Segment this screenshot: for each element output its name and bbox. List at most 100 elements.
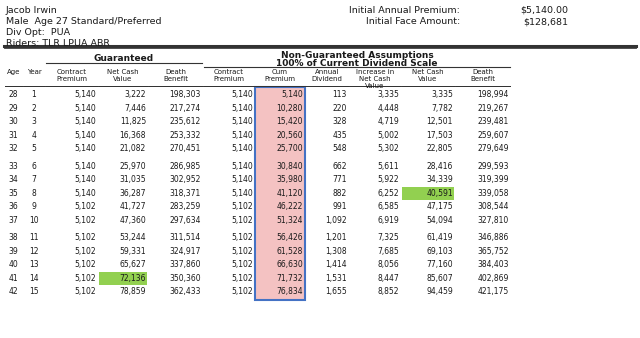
Text: 20,560: 20,560 bbox=[276, 131, 303, 140]
Text: 8,852: 8,852 bbox=[378, 287, 399, 296]
Text: 1,414: 1,414 bbox=[325, 260, 347, 269]
Text: 46,222: 46,222 bbox=[276, 202, 303, 211]
Text: 66,630: 66,630 bbox=[276, 260, 303, 269]
Text: 30: 30 bbox=[8, 117, 19, 126]
Text: Div Opt:  PUA: Div Opt: PUA bbox=[6, 28, 70, 37]
Text: 10: 10 bbox=[29, 216, 39, 225]
Text: $128,681: $128,681 bbox=[523, 17, 568, 26]
Text: 1: 1 bbox=[31, 90, 36, 99]
Text: 13: 13 bbox=[29, 260, 39, 269]
Text: 1,655: 1,655 bbox=[325, 287, 347, 296]
Text: 31,035: 31,035 bbox=[120, 175, 146, 184]
Text: 8: 8 bbox=[31, 189, 36, 198]
Text: 5,140: 5,140 bbox=[74, 162, 96, 171]
Text: 28: 28 bbox=[9, 90, 19, 99]
Text: 771: 771 bbox=[333, 175, 347, 184]
Text: 239,481: 239,481 bbox=[477, 117, 509, 126]
Text: 78,859: 78,859 bbox=[120, 287, 146, 296]
Text: 34: 34 bbox=[8, 175, 19, 184]
Text: 3: 3 bbox=[31, 117, 36, 126]
Text: 40,591: 40,591 bbox=[426, 189, 453, 198]
Text: 61,528: 61,528 bbox=[276, 247, 303, 256]
Text: 7,782: 7,782 bbox=[431, 104, 453, 113]
Text: 54,094: 54,094 bbox=[426, 216, 453, 225]
Text: 435: 435 bbox=[332, 131, 347, 140]
Text: 1,531: 1,531 bbox=[325, 274, 347, 283]
Text: 5,140: 5,140 bbox=[231, 104, 253, 113]
Text: Death
Benefit: Death Benefit bbox=[470, 69, 495, 82]
Text: 198,303: 198,303 bbox=[170, 90, 201, 99]
Text: 71,732: 71,732 bbox=[276, 274, 303, 283]
Text: 5,102: 5,102 bbox=[74, 202, 96, 211]
Text: 286,985: 286,985 bbox=[170, 162, 201, 171]
Text: 5,140: 5,140 bbox=[231, 162, 253, 171]
Text: 36: 36 bbox=[8, 202, 19, 211]
Text: 1,092: 1,092 bbox=[325, 216, 347, 225]
Text: Contract
Premium: Contract Premium bbox=[56, 69, 87, 82]
Text: 29: 29 bbox=[9, 104, 19, 113]
Text: 56,426: 56,426 bbox=[276, 233, 303, 242]
Text: 991: 991 bbox=[333, 202, 347, 211]
Text: 421,175: 421,175 bbox=[477, 287, 509, 296]
Text: Jacob Irwin: Jacob Irwin bbox=[6, 6, 58, 15]
Text: 10,280: 10,280 bbox=[276, 104, 303, 113]
Text: 85,607: 85,607 bbox=[426, 274, 453, 283]
Text: 318,371: 318,371 bbox=[170, 189, 201, 198]
Text: 30,840: 30,840 bbox=[276, 162, 303, 171]
Text: 5,102: 5,102 bbox=[74, 260, 96, 269]
Text: 40: 40 bbox=[8, 260, 19, 269]
Text: 36,287: 36,287 bbox=[120, 189, 146, 198]
Text: 319,399: 319,399 bbox=[477, 175, 509, 184]
Text: 3,222: 3,222 bbox=[125, 90, 146, 99]
Text: 42: 42 bbox=[9, 287, 19, 296]
Text: 384,403: 384,403 bbox=[477, 260, 509, 269]
Text: 279,649: 279,649 bbox=[477, 144, 509, 153]
Text: 47,360: 47,360 bbox=[119, 216, 146, 225]
Text: 41,120: 41,120 bbox=[276, 189, 303, 198]
Text: 5,611: 5,611 bbox=[378, 162, 399, 171]
Text: 311,514: 311,514 bbox=[170, 233, 201, 242]
Text: 5,140: 5,140 bbox=[74, 131, 96, 140]
Text: 94,459: 94,459 bbox=[426, 287, 453, 296]
Text: 32: 32 bbox=[9, 144, 19, 153]
Text: 17,503: 17,503 bbox=[426, 131, 453, 140]
Text: 12: 12 bbox=[29, 247, 39, 256]
Text: 302,952: 302,952 bbox=[170, 175, 201, 184]
Text: 662: 662 bbox=[333, 162, 347, 171]
Text: 402,869: 402,869 bbox=[477, 274, 509, 283]
Text: 283,259: 283,259 bbox=[170, 202, 201, 211]
Bar bbox=[255, 87, 305, 299]
Text: 8,447: 8,447 bbox=[377, 274, 399, 283]
Text: 35,980: 35,980 bbox=[276, 175, 303, 184]
Text: 33: 33 bbox=[8, 162, 19, 171]
Text: 6: 6 bbox=[31, 162, 36, 171]
Text: 6,252: 6,252 bbox=[378, 189, 399, 198]
Text: 7,325: 7,325 bbox=[377, 233, 399, 242]
Text: 25,970: 25,970 bbox=[120, 162, 146, 171]
Text: 270,451: 270,451 bbox=[170, 144, 201, 153]
Text: 235,612: 235,612 bbox=[170, 117, 201, 126]
Text: 15: 15 bbox=[29, 287, 39, 296]
Text: 16,368: 16,368 bbox=[120, 131, 146, 140]
Text: Increase in
Net Cash
Value: Increase in Net Cash Value bbox=[356, 69, 394, 89]
Text: 5,102: 5,102 bbox=[232, 247, 253, 256]
Text: 220: 220 bbox=[333, 104, 347, 113]
Text: 5,140: 5,140 bbox=[74, 90, 96, 99]
Text: 5,140: 5,140 bbox=[231, 189, 253, 198]
Text: 337,860: 337,860 bbox=[170, 260, 201, 269]
Text: 53,244: 53,244 bbox=[120, 233, 146, 242]
Text: 253,332: 253,332 bbox=[170, 131, 201, 140]
Text: 1,308: 1,308 bbox=[325, 247, 347, 256]
Text: 8,056: 8,056 bbox=[377, 260, 399, 269]
Text: 77,160: 77,160 bbox=[426, 260, 453, 269]
Text: 328: 328 bbox=[333, 117, 347, 126]
Text: 59,331: 59,331 bbox=[120, 247, 146, 256]
Text: 5,140: 5,140 bbox=[74, 175, 96, 184]
Text: Annual
Dividend: Annual Dividend bbox=[312, 69, 342, 82]
Text: Year: Year bbox=[27, 69, 42, 75]
Text: 5,140: 5,140 bbox=[74, 144, 96, 153]
Text: 69,103: 69,103 bbox=[426, 247, 453, 256]
Text: 350,360: 350,360 bbox=[170, 274, 201, 283]
Text: $5,140.00: $5,140.00 bbox=[520, 6, 568, 15]
Text: 5,140: 5,140 bbox=[231, 117, 253, 126]
